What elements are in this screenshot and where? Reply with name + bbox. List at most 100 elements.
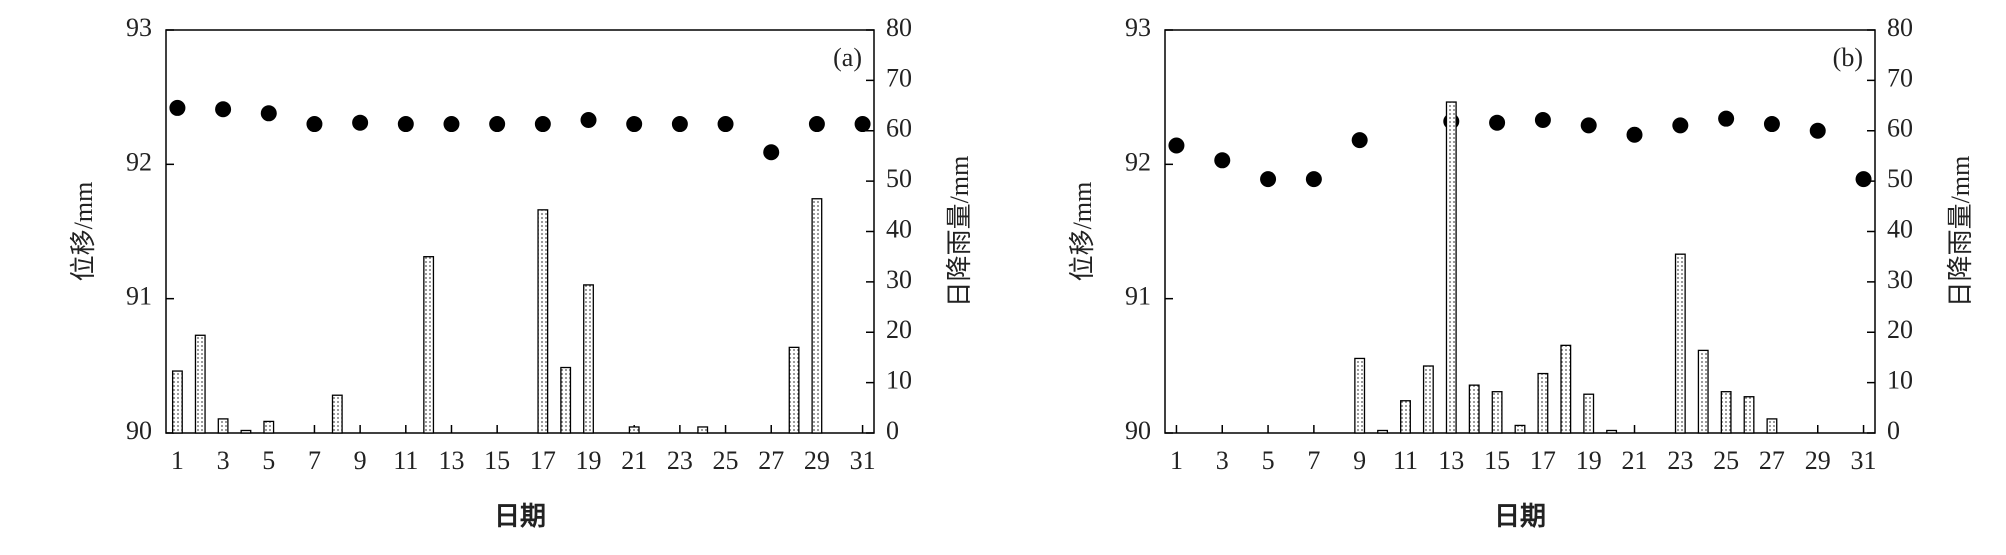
displacement-point [1489, 114, 1506, 131]
rain-bar [811, 198, 823, 434]
rain-bar [1514, 424, 1526, 434]
x-tick-label: 17 [1530, 446, 1556, 475]
x-tick-label: 7 [308, 446, 321, 475]
displacement-point [1260, 171, 1277, 188]
rain-bar [1583, 393, 1595, 434]
y2-tick-label: 0 [1887, 416, 1900, 445]
y2-tick-label: 70 [1887, 63, 1913, 92]
x-tick-label: 11 [393, 446, 418, 475]
displacement-point [1534, 112, 1551, 129]
y2-tick-label: 40 [886, 214, 912, 243]
rain-bar [1422, 365, 1434, 434]
rain-bar [1468, 384, 1480, 434]
rain-bar [423, 256, 435, 434]
x-tick-label: 25 [713, 446, 739, 475]
x-tick-label: 3 [1216, 446, 1229, 475]
y2-tick-label: 0 [886, 416, 899, 445]
x-tick-label: 17 [530, 446, 556, 475]
y-tick-label: 92 [1125, 147, 1151, 176]
displacement-point [534, 116, 551, 133]
rain-bar [1560, 344, 1572, 434]
y2-tick-label: 70 [886, 63, 912, 92]
x-tick-label: 19 [1576, 446, 1602, 475]
displacement-point [1305, 171, 1322, 188]
rain-bar [1674, 253, 1686, 434]
x-tick-label: 13 [1438, 446, 1464, 475]
displacement-point [215, 101, 232, 118]
displacement-point [489, 116, 506, 133]
y2-tick-label: 80 [1887, 13, 1913, 42]
rain-bar [1720, 391, 1732, 434]
x-tick-label: 21 [621, 446, 647, 475]
rain-bar [628, 426, 640, 434]
x-tick-label: 21 [1622, 446, 1648, 475]
x-tick-label: 1 [1170, 446, 1183, 475]
rain-bar [1377, 429, 1389, 434]
rain-bar [788, 346, 800, 434]
y2-axis-label: 日降雨量/mm [1946, 156, 1975, 308]
rain-bar [1743, 396, 1755, 434]
x-tick-label: 27 [1759, 446, 1785, 475]
rain-bar [331, 394, 343, 434]
y-axis-label: 位移/mm [1068, 182, 1097, 282]
displacement-point [1214, 152, 1231, 169]
rain-bar [263, 420, 275, 434]
displacement-point [1672, 117, 1689, 134]
panel-label: (a) [833, 43, 862, 72]
x-axis-label: 日期 [494, 502, 546, 531]
y2-axis-label: 日降雨量/mm [945, 156, 974, 308]
x-tick-label: 19 [576, 446, 602, 475]
y2-tick-label: 10 [1887, 366, 1913, 395]
y2-tick-label: 80 [886, 13, 912, 42]
displacement-point [306, 116, 323, 133]
displacement-point [854, 116, 871, 133]
x-tick-label: 5 [1262, 446, 1275, 475]
y2-tick-label: 50 [886, 164, 912, 193]
y-tick-label: 93 [126, 13, 152, 42]
x-tick-label: 25 [1713, 446, 1739, 475]
x-tick-label: 11 [1393, 446, 1418, 475]
rain-bar [194, 334, 206, 434]
x-tick-label: 15 [484, 446, 510, 475]
rain-bar [537, 209, 549, 434]
rain-bar [217, 418, 229, 434]
x-axis-label: 日期 [1494, 502, 1546, 531]
displacement-point [671, 116, 688, 133]
y2-tick-label: 60 [886, 114, 912, 143]
rain-bar [697, 426, 709, 434]
displacement-point [352, 114, 369, 131]
displacement-point [763, 144, 780, 161]
y2-tick-label: 20 [1887, 315, 1913, 344]
displacement-point [1809, 122, 1826, 139]
displacement-point [443, 116, 460, 133]
rain-bar [1537, 372, 1549, 434]
displacement-point [717, 116, 734, 133]
x-tick-label: 15 [1484, 446, 1510, 475]
y2-tick-label: 40 [1887, 214, 1913, 243]
y-tick-label: 90 [1125, 416, 1151, 445]
displacement-point [1855, 171, 1872, 188]
x-tick-label: 1 [171, 446, 184, 475]
x-tick-label: 31 [1851, 446, 1877, 475]
rain-bar [1445, 101, 1457, 434]
y2-tick-label: 30 [1887, 265, 1913, 294]
displacement-point [808, 116, 825, 133]
displacement-point [1763, 116, 1780, 133]
y2-tick-label: 60 [1887, 114, 1913, 143]
y-tick-label: 91 [126, 282, 152, 311]
rain-bar [1697, 349, 1709, 434]
y-axis-label: 位移/mm [69, 182, 98, 282]
rain-bar [1766, 418, 1778, 434]
x-tick-label: 27 [758, 446, 784, 475]
rain-bar [1354, 357, 1366, 434]
x-tick-label: 23 [667, 446, 693, 475]
rain-bar [171, 370, 183, 434]
displacement-point [1718, 110, 1735, 127]
displacement-point [1168, 137, 1185, 154]
x-tick-label: 3 [217, 446, 230, 475]
displacement-point [260, 105, 277, 122]
displacement-point [626, 116, 643, 133]
displacement-point [1626, 126, 1643, 143]
x-tick-label: 23 [1667, 446, 1693, 475]
